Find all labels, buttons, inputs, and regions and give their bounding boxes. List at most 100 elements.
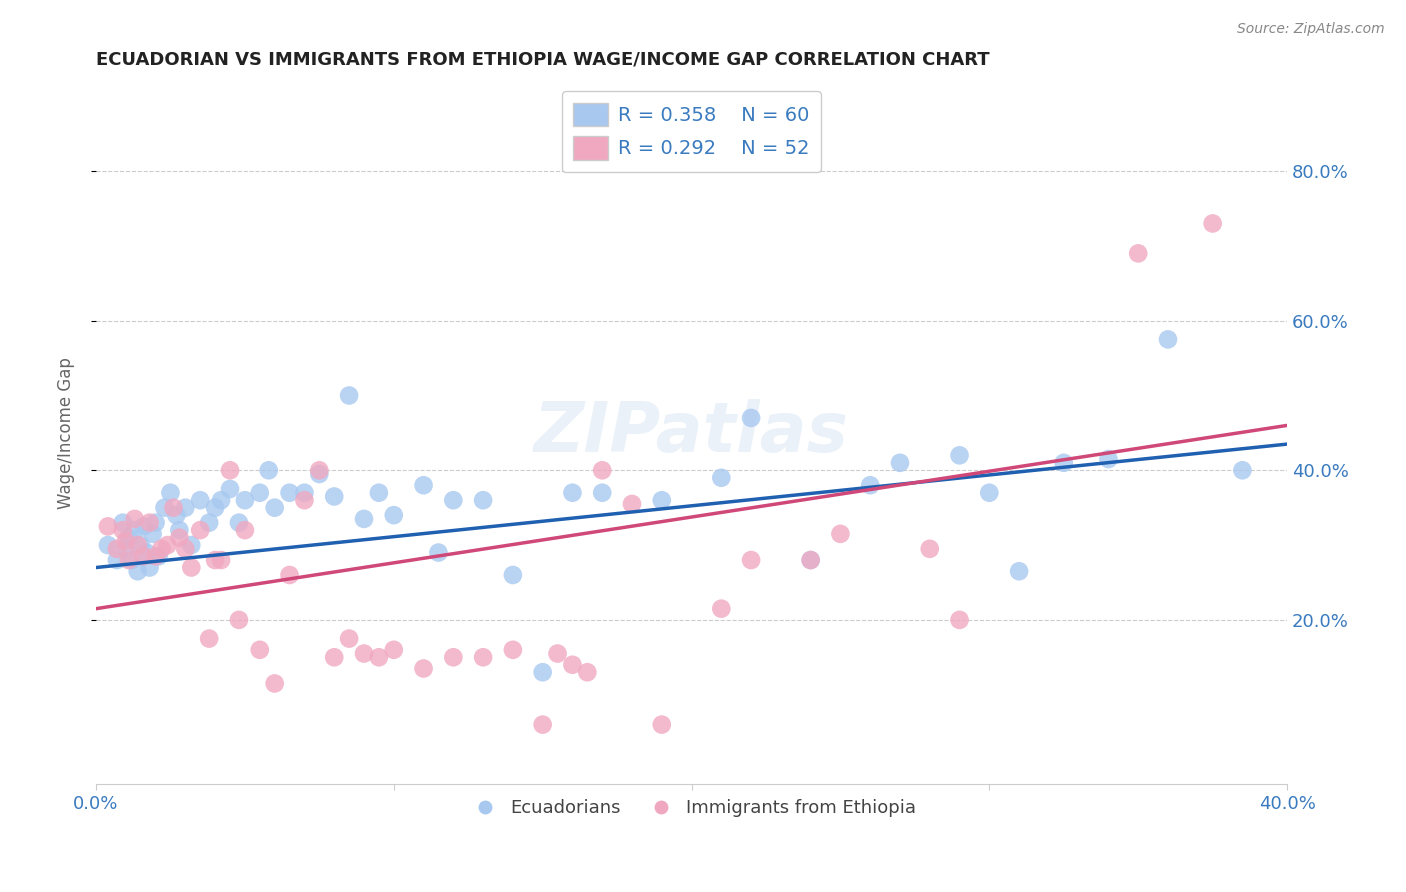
Point	[188, 493, 211, 508]
Point	[502, 568, 524, 582]
Point	[142, 527, 165, 541]
Point	[800, 553, 823, 567]
Point	[1097, 452, 1119, 467]
Point	[228, 613, 250, 627]
Point	[111, 523, 134, 537]
Point	[150, 541, 173, 556]
Point	[257, 463, 280, 477]
Point	[1053, 456, 1076, 470]
Point	[118, 531, 141, 545]
Point	[1008, 564, 1031, 578]
Point	[124, 523, 146, 537]
Point	[263, 676, 285, 690]
Point	[740, 411, 762, 425]
Point	[591, 463, 613, 477]
Point	[204, 500, 226, 515]
Point	[412, 661, 434, 675]
Point	[233, 523, 256, 537]
Point	[337, 388, 360, 402]
Point	[531, 717, 554, 731]
Point	[308, 463, 330, 477]
Point	[531, 665, 554, 680]
Point	[209, 553, 232, 567]
Point	[591, 485, 613, 500]
Point	[169, 531, 191, 545]
Point	[412, 478, 434, 492]
Point	[472, 493, 495, 508]
Point	[174, 541, 197, 556]
Point	[710, 601, 733, 615]
Point	[710, 471, 733, 485]
Point	[651, 717, 673, 731]
Point	[127, 564, 149, 578]
Point	[294, 493, 316, 508]
Point	[132, 519, 155, 533]
Point	[165, 508, 187, 523]
Point	[561, 657, 583, 672]
Point	[948, 613, 970, 627]
Point	[180, 560, 202, 574]
Point	[97, 538, 120, 552]
Point	[353, 647, 375, 661]
Point	[145, 516, 167, 530]
Point	[889, 456, 911, 470]
Point	[308, 467, 330, 481]
Text: ECUADORIAN VS IMMIGRANTS FROM ETHIOPIA WAGE/INCOME GAP CORRELATION CHART: ECUADORIAN VS IMMIGRANTS FROM ETHIOPIA W…	[96, 51, 990, 69]
Point	[547, 647, 569, 661]
Point	[367, 650, 389, 665]
Point	[382, 508, 405, 523]
Point	[135, 545, 157, 559]
Point	[427, 545, 450, 559]
Point	[859, 478, 882, 492]
Point	[472, 650, 495, 665]
Point	[204, 553, 226, 567]
Point	[249, 485, 271, 500]
Point	[145, 549, 167, 564]
Point	[114, 534, 136, 549]
Point	[800, 553, 823, 567]
Point	[249, 642, 271, 657]
Point	[180, 538, 202, 552]
Point	[209, 493, 232, 508]
Point	[1201, 217, 1223, 231]
Point	[278, 568, 301, 582]
Text: ZIPatlas: ZIPatlas	[534, 400, 849, 467]
Point	[278, 485, 301, 500]
Point	[105, 541, 128, 556]
Point	[121, 553, 143, 567]
Point	[576, 665, 599, 680]
Point	[198, 516, 221, 530]
Point	[132, 549, 155, 564]
Text: Source: ZipAtlas.com: Source: ZipAtlas.com	[1237, 22, 1385, 37]
Point	[502, 642, 524, 657]
Point	[174, 500, 197, 515]
Point	[1128, 246, 1150, 260]
Point	[918, 541, 941, 556]
Point	[162, 500, 184, 515]
Y-axis label: Wage/Income Gap: Wage/Income Gap	[58, 357, 75, 508]
Point	[138, 516, 160, 530]
Point	[156, 538, 179, 552]
Point	[620, 497, 643, 511]
Point	[651, 493, 673, 508]
Point	[337, 632, 360, 646]
Point	[219, 482, 242, 496]
Point	[159, 485, 181, 500]
Point	[127, 538, 149, 552]
Point	[148, 549, 170, 564]
Point	[153, 500, 176, 515]
Point	[830, 527, 852, 541]
Point	[228, 516, 250, 530]
Point	[233, 493, 256, 508]
Point	[97, 519, 120, 533]
Point	[111, 516, 134, 530]
Point	[138, 560, 160, 574]
Point	[382, 642, 405, 657]
Point	[979, 485, 1001, 500]
Point	[294, 485, 316, 500]
Point	[323, 490, 346, 504]
Point	[441, 650, 464, 665]
Point	[169, 523, 191, 537]
Point	[263, 500, 285, 515]
Point	[114, 541, 136, 556]
